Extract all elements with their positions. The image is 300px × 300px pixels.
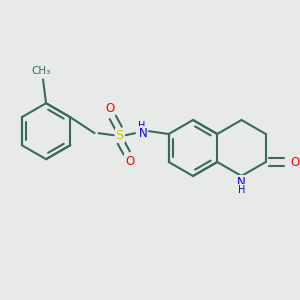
Text: H: H (238, 185, 245, 195)
Text: CH₃: CH₃ (32, 66, 51, 76)
Text: O: O (125, 155, 134, 168)
Text: N: N (237, 176, 246, 188)
Text: H: H (138, 121, 146, 131)
Text: O: O (290, 155, 299, 169)
Text: O: O (105, 102, 114, 115)
Text: S: S (116, 129, 124, 142)
Text: N: N (139, 127, 147, 140)
